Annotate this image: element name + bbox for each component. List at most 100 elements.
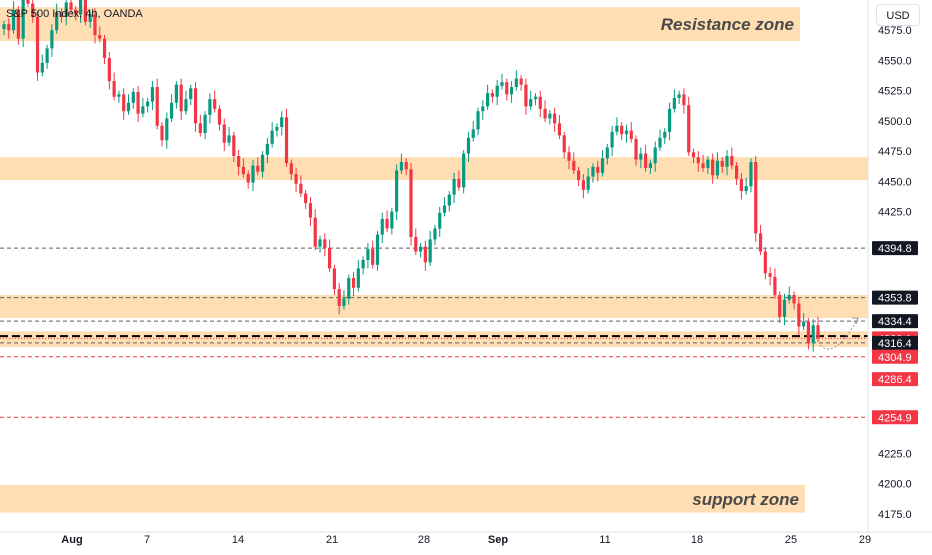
candle bbox=[797, 297, 801, 335]
candle bbox=[624, 124, 629, 143]
candle bbox=[313, 209, 317, 251]
candle bbox=[208, 93, 212, 124]
candle bbox=[356, 259, 360, 292]
candle bbox=[418, 243, 423, 258]
candle bbox=[514, 70, 518, 91]
candle bbox=[691, 148, 696, 164]
candles-layer bbox=[2, 0, 820, 352]
time-tick-label: Sep bbox=[488, 534, 508, 546]
candle bbox=[169, 94, 174, 123]
candle bbox=[55, 3, 59, 34]
candle bbox=[275, 123, 279, 137]
time-tick-label: 21 bbox=[326, 534, 338, 546]
candle bbox=[629, 122, 633, 143]
candle bbox=[701, 154, 705, 172]
candle bbox=[677, 90, 681, 104]
candle bbox=[184, 90, 188, 115]
candle bbox=[644, 145, 648, 172]
candle bbox=[337, 282, 341, 315]
candle bbox=[371, 240, 375, 269]
price-axis[interactable]: 4175.0 4200.0 4225.0 4425.0 4450.0 4475.0 4500… bbox=[878, 25, 912, 521]
price-tag: 4304.9 bbox=[872, 349, 918, 364]
candle bbox=[294, 168, 298, 193]
candle bbox=[428, 230, 432, 266]
time-tick-label: 25 bbox=[785, 534, 797, 546]
svg-text:4304.9: 4304.9 bbox=[878, 352, 912, 364]
candle bbox=[816, 316, 820, 343]
candle bbox=[744, 177, 748, 195]
candle bbox=[399, 153, 404, 175]
candle bbox=[481, 100, 485, 120]
time-axis[interactable]: Aug 7 14 21 28 Sep 11 18 25 29 bbox=[61, 534, 871, 546]
candle bbox=[706, 155, 710, 175]
candle bbox=[739, 172, 743, 200]
candle bbox=[725, 149, 729, 176]
candle bbox=[227, 126, 231, 147]
candle bbox=[581, 174, 585, 199]
svg-text:4316.4: 4316.4 bbox=[878, 338, 912, 350]
candle bbox=[600, 149, 605, 177]
candle bbox=[237, 149, 241, 176]
candle bbox=[21, 0, 25, 48]
candle bbox=[98, 26, 102, 43]
candle bbox=[165, 112, 169, 149]
candle bbox=[88, 10, 92, 28]
candle bbox=[768, 267, 772, 286]
candle bbox=[538, 90, 542, 118]
candle bbox=[667, 102, 672, 141]
candle bbox=[155, 78, 159, 130]
candle bbox=[735, 162, 739, 185]
projection-arrowhead bbox=[852, 317, 859, 325]
candle bbox=[409, 163, 413, 246]
candle bbox=[361, 256, 365, 275]
candle bbox=[648, 159, 653, 175]
candle bbox=[634, 135, 638, 166]
levels-layer bbox=[0, 247, 868, 418]
time-tick-label: 28 bbox=[418, 534, 430, 546]
candle bbox=[663, 128, 667, 144]
chart-title: S&P 500 Index, 4h, OANDA bbox=[6, 8, 143, 20]
candle bbox=[615, 117, 619, 136]
candle bbox=[524, 78, 528, 115]
candle bbox=[730, 147, 734, 170]
time-tick-label: 18 bbox=[691, 534, 703, 546]
candle bbox=[69, 0, 73, 14]
candle bbox=[7, 18, 11, 39]
price-tags: 4394.84353.84334.44320.113:194316.44304.… bbox=[872, 241, 918, 425]
price-tag: 4286.4 bbox=[872, 372, 918, 387]
candle bbox=[572, 152, 576, 175]
candle bbox=[213, 90, 217, 113]
candle bbox=[318, 235, 322, 253]
candle bbox=[16, 6, 20, 45]
candle bbox=[83, 0, 87, 26]
candle bbox=[308, 197, 313, 227]
candle bbox=[380, 212, 384, 244]
zone-label: support zone bbox=[692, 490, 799, 509]
candle bbox=[260, 151, 265, 178]
candle bbox=[107, 51, 111, 90]
svg-text:4394.8: 4394.8 bbox=[878, 243, 912, 255]
candle bbox=[11, 1, 16, 34]
price-tag: 4334.4 bbox=[872, 314, 918, 329]
price-tick-label: 4175.0 bbox=[878, 509, 912, 521]
candle bbox=[385, 210, 389, 233]
candle bbox=[548, 110, 552, 125]
candle bbox=[289, 159, 293, 181]
price-tick-label: 4525.0 bbox=[878, 86, 912, 98]
candle bbox=[763, 247, 767, 280]
price-tick-label: 4575.0 bbox=[878, 25, 912, 37]
candle bbox=[466, 131, 471, 163]
candle bbox=[533, 93, 538, 106]
candle bbox=[519, 74, 523, 91]
candle bbox=[198, 114, 202, 137]
candle bbox=[754, 155, 758, 242]
candle bbox=[50, 24, 54, 57]
currency-button[interactable]: USD bbox=[876, 4, 920, 26]
candle bbox=[605, 143, 609, 165]
candle bbox=[375, 230, 380, 271]
candle bbox=[509, 81, 514, 103]
candle bbox=[610, 125, 614, 156]
candle bbox=[490, 89, 494, 103]
